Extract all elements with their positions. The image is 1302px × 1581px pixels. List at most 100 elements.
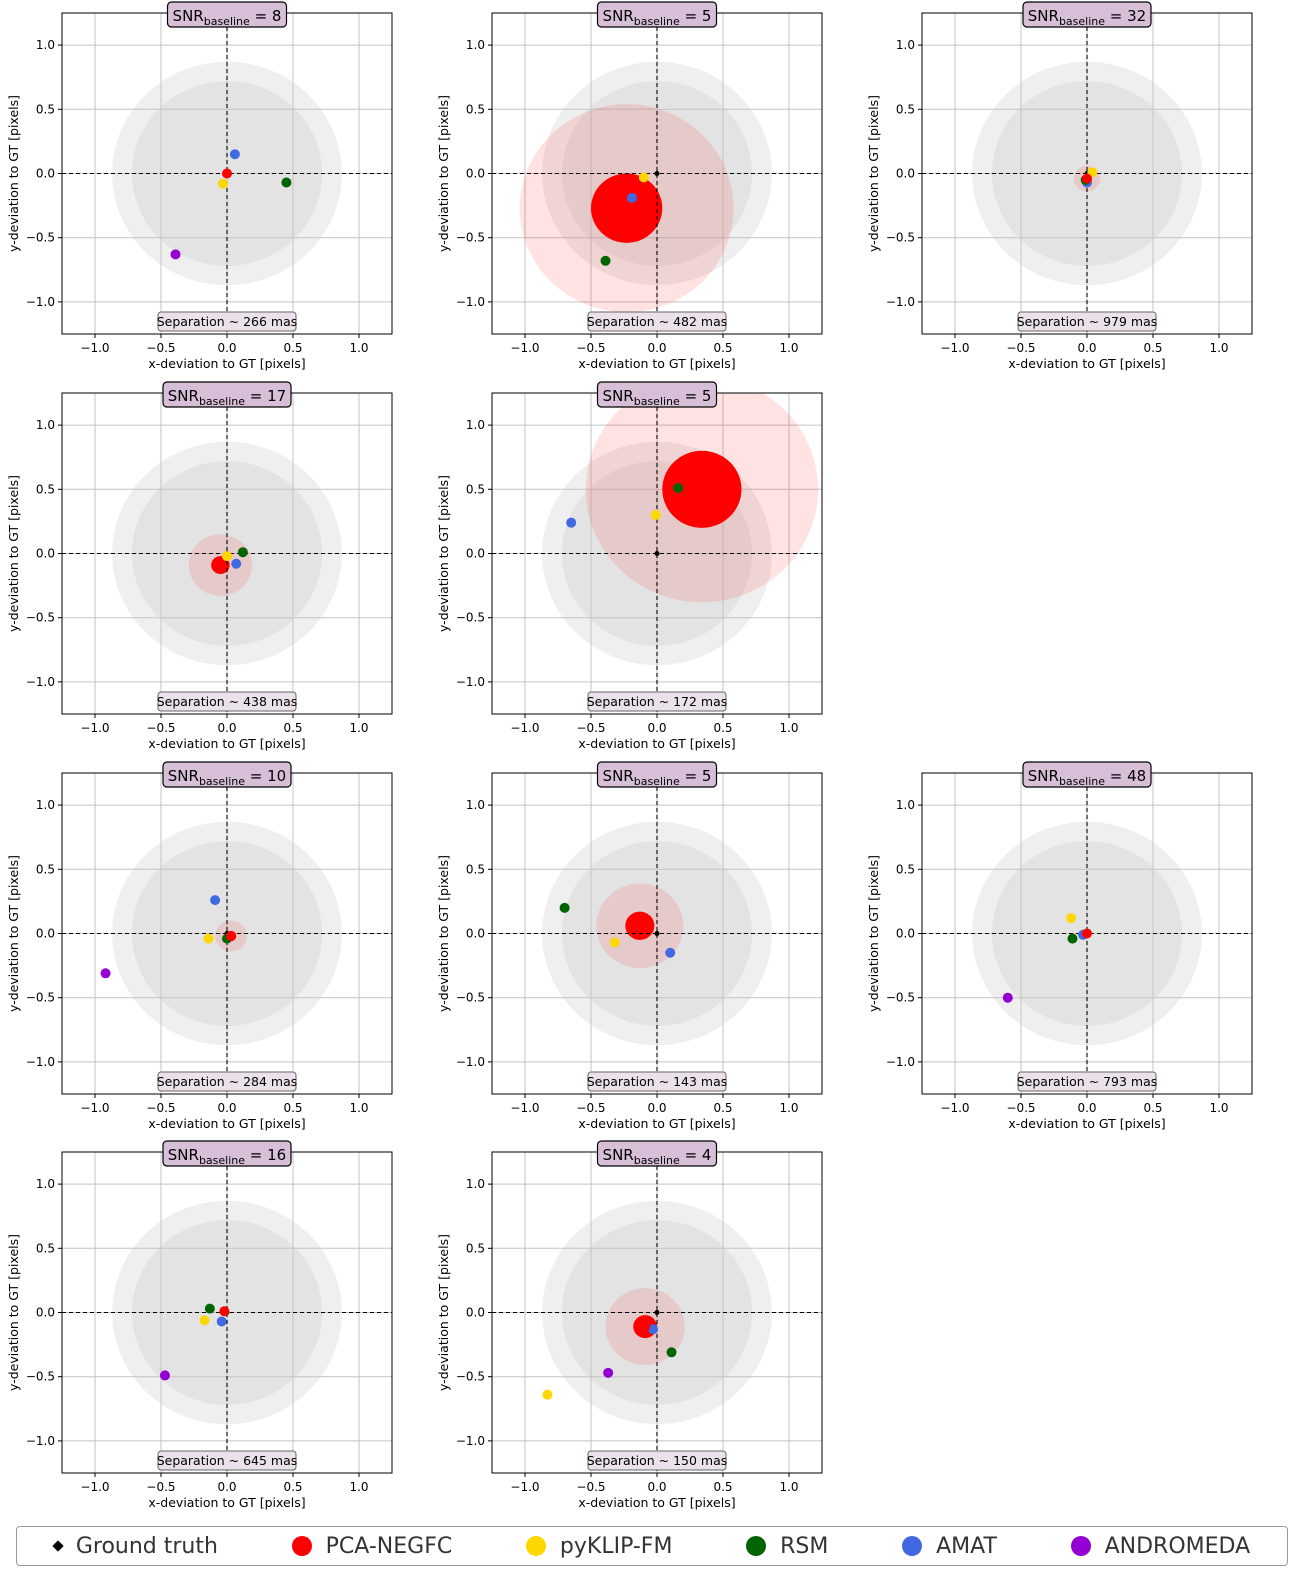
- x-tick-label: −0.5: [576, 1480, 605, 1494]
- title-box: [596, 381, 718, 408]
- x-tick-label: −1.0: [510, 721, 539, 735]
- x-tick-label: 0.0: [217, 1101, 236, 1115]
- y-tick-label: −1.0: [456, 1055, 485, 1069]
- point-amat: [216, 1316, 227, 1327]
- point-amat: [626, 192, 637, 203]
- y-tick-label: 0.5: [36, 482, 55, 496]
- point-andromeda: [1002, 992, 1013, 1003]
- subplot-title: SNRbaseline = 16: [168, 1146, 286, 1167]
- separation-label: Separation ~ 266 mas: [157, 314, 298, 329]
- plot-area: [492, 1152, 822, 1473]
- y-axis-label: y-deviation to GT [pixels]: [866, 95, 881, 252]
- x-tick-label: 1.0: [349, 1101, 368, 1115]
- point-rsm: [559, 902, 570, 913]
- legend-label: RSM: [780, 1533, 829, 1559]
- point-pcanegfc: [225, 931, 236, 942]
- x-tick-label: 0.0: [1077, 1101, 1096, 1115]
- title-box: [162, 381, 292, 408]
- y-tick-label: −1.0: [456, 675, 485, 689]
- subplot-6: −1.0 −1.0 −0.5 −0.5 0.0 0.0 0.5 0.5 1.0 1.0 x-devi…: [6, 761, 393, 1131]
- subplot-8: −1.0 −1.0 −0.5 −0.5 0.0 0.0 0.5 0.5 1.0 1.0 x-devi…: [866, 761, 1253, 1131]
- x-tick-label: −1.0: [510, 341, 539, 355]
- point-rsm: [237, 547, 248, 558]
- separation-box: [1017, 311, 1157, 332]
- y-tick-label: −0.5: [456, 231, 485, 245]
- y-tick-label: 0.5: [896, 102, 915, 116]
- y-tick-label: −0.5: [26, 231, 55, 245]
- legend-label: AMAT: [936, 1533, 997, 1559]
- point-pyklipfm: [650, 509, 661, 520]
- plot-area: [922, 773, 1252, 1094]
- x-tick-label: −1.0: [80, 1480, 109, 1494]
- y-axis-label: y-deviation to GT [pixels]: [866, 855, 881, 1012]
- y-tick-label: 0.0: [466, 1306, 485, 1320]
- x-tick-label: 1.0: [779, 1101, 798, 1115]
- point-rsm: [204, 1303, 215, 1314]
- point-pcanegfc: [219, 1306, 230, 1317]
- x-tick-label: −0.5: [576, 341, 605, 355]
- y-tick-label: 0.5: [466, 862, 485, 876]
- x-tick-label: 0.5: [1143, 341, 1162, 355]
- x-tick-label: −0.5: [146, 1480, 175, 1494]
- y-axis-label: y-deviation to GT [pixels]: [436, 1234, 451, 1391]
- subplot-10: −1.0 −1.0 −0.5 −0.5 0.0 0.0 0.5 0.5 1.0 1.0 x-devi…: [436, 1140, 823, 1510]
- legend-item-andromeda: ANDROMEDA: [1070, 1534, 1250, 1559]
- separation-label: Separation ~ 143 mas: [587, 1074, 728, 1089]
- subplot-4: −1.0 −1.0 −0.5 −0.5 0.0 0.0 0.5 0.5 1.0 1.0 x-devi…: [6, 381, 393, 751]
- point-rsm: [1067, 933, 1078, 944]
- plot-area: [62, 13, 392, 334]
- plot-area: [492, 393, 822, 714]
- y-tick-label: 0.5: [36, 1241, 55, 1255]
- title-box: [1022, 761, 1152, 788]
- y-tick-label: −1.0: [26, 675, 55, 689]
- circle-marker-icon: [1070, 1536, 1091, 1556]
- x-axis-label: x-deviation to GT [pixels]: [148, 1495, 305, 1510]
- x-tick-label: 0.5: [283, 341, 302, 355]
- y-tick-label: 1.0: [36, 418, 55, 432]
- separation-label: Separation ~ 172 mas: [587, 694, 728, 709]
- y-tick-label: 0.5: [896, 862, 915, 876]
- y-tick-label: −1.0: [26, 295, 55, 309]
- separation-label: Separation ~ 438 mas: [157, 694, 298, 709]
- x-tick-label: 1.0: [349, 1480, 368, 1494]
- y-tick-label: 0.0: [466, 547, 485, 561]
- x-tick-label: −1.0: [940, 1101, 969, 1115]
- x-axis-label: x-deviation to GT [pixels]: [148, 356, 305, 371]
- x-tick-label: 1.0: [779, 721, 798, 735]
- point-pyklipfm: [1066, 913, 1077, 924]
- point-pyklipfm: [542, 1389, 553, 1400]
- subplot-title: SNRbaseline = 5: [603, 387, 712, 408]
- legend: Ground truth PCA-NEGFC pyKLIP-FM RSM AMAT AND…: [16, 1526, 1288, 1566]
- x-tick-label: −0.5: [576, 721, 605, 735]
- separation-box: [1017, 1071, 1157, 1092]
- separation-label: Separation ~ 793 mas: [1017, 1074, 1158, 1089]
- y-tick-label: −0.5: [26, 991, 55, 1005]
- plot-area: [62, 1152, 392, 1473]
- point-rsm: [666, 1347, 677, 1358]
- y-tick-label: 0.5: [36, 862, 55, 876]
- x-tick-label: −1.0: [80, 341, 109, 355]
- point-pcanegfc: [1082, 173, 1092, 184]
- y-tick-label: 0.0: [896, 167, 915, 181]
- point-pyklipfm: [199, 1315, 210, 1326]
- x-tick-label: 0.5: [283, 1101, 302, 1115]
- x-tick-label: 0.5: [1143, 1101, 1162, 1115]
- legend-item-pyklipfm: pyKLIP-FM: [525, 1534, 672, 1559]
- y-axis-label: y-deviation to GT [pixels]: [436, 475, 451, 632]
- y-tick-label: 0.0: [36, 167, 55, 181]
- y-tick-label: 0.5: [36, 102, 55, 116]
- subplot-5: −1.0 −1.0 −0.5 −0.5 0.0 0.0 0.5 0.5 1.0 1.0 x-devi…: [436, 381, 823, 751]
- point-pcanegfc: [215, 560, 226, 571]
- legend-item-pcanegfc: PCA-NEGFC: [291, 1534, 452, 1559]
- x-tick-label: −0.5: [146, 1101, 175, 1115]
- x-axis-label: x-deviation to GT [pixels]: [578, 736, 735, 751]
- separation-label: Separation ~ 979 mas: [1017, 314, 1158, 329]
- x-axis-label: x-deviation to GT [pixels]: [578, 356, 735, 371]
- circle-marker-icon: [746, 1536, 767, 1556]
- x-tick-label: −0.5: [146, 341, 175, 355]
- point-pcanegfc: [634, 920, 645, 931]
- separation-box: [157, 691, 297, 712]
- point-amat: [566, 517, 577, 528]
- y-tick-label: −1.0: [456, 1434, 485, 1448]
- x-tick-label: 0.5: [713, 721, 732, 735]
